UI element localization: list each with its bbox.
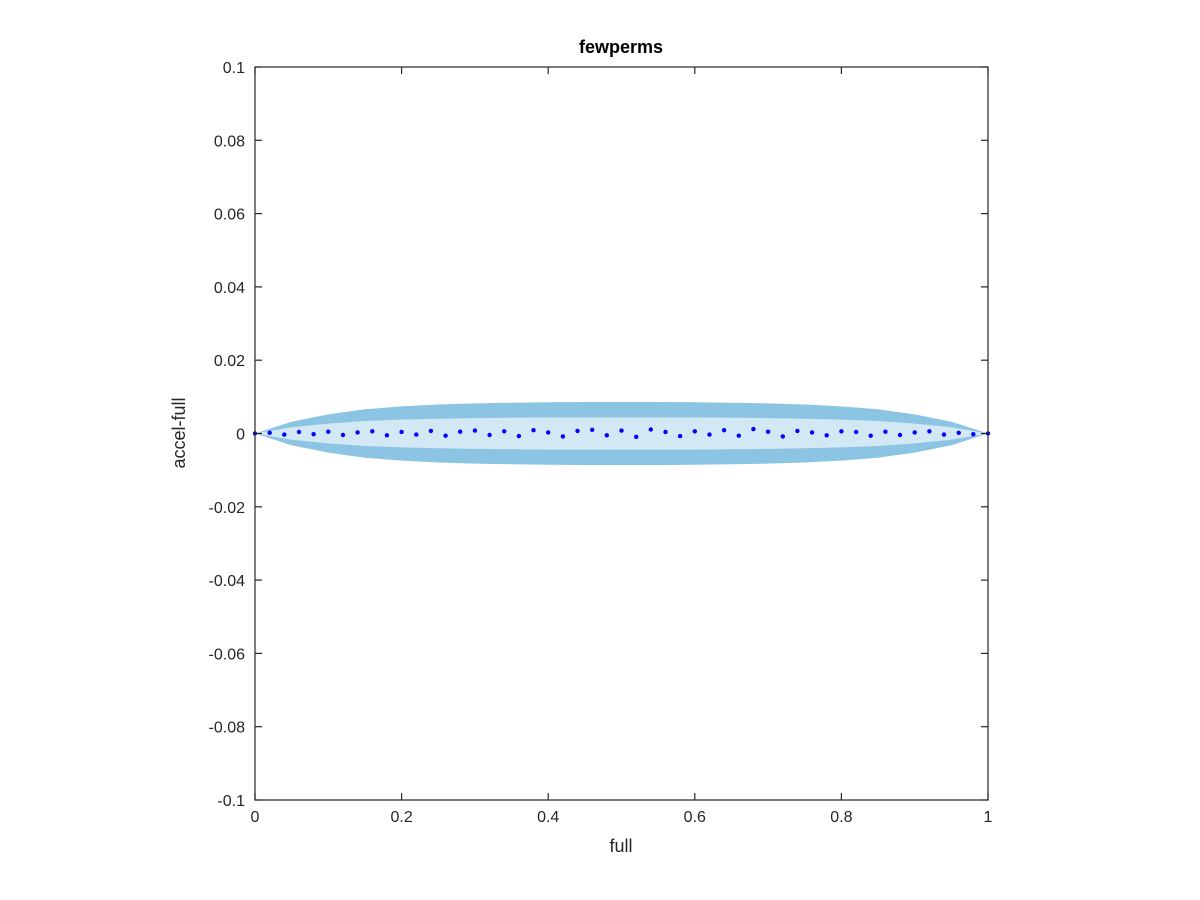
data-point [839,429,844,434]
data-point [340,432,346,438]
data-point [355,430,360,435]
data-point [590,427,595,432]
data-point [428,428,434,434]
data-point [868,433,873,438]
y-tick-label: 0 [236,427,245,444]
inner-band [255,417,988,450]
data-points [252,426,991,439]
data-point [956,430,961,435]
x-tick-label: 1 [984,809,993,826]
data-point [897,432,903,438]
x-axis-title: full [609,836,632,856]
data-point [546,430,551,435]
data-point [721,428,727,433]
y-tick-label: 0.08 [214,133,245,150]
data-point [634,434,639,439]
y-tick-label: 0.04 [214,280,245,297]
confidence-bands [255,402,988,465]
y-tick-label: 0.02 [214,353,245,370]
x-tick-label: 0.4 [537,809,559,826]
data-point [267,430,272,435]
data-point [560,434,566,439]
data-point [780,434,785,439]
data-point [414,432,419,437]
x-axis-ticks: 0 0.2 0.4 0.6 0.8 1 [251,67,993,826]
data-point [531,428,536,433]
data-point [502,429,507,434]
y-tick-label: -0.1 [217,793,245,810]
data-point [795,428,800,434]
y-tick-label: 0.06 [214,207,245,224]
data-point [458,429,463,434]
data-point [941,432,947,437]
data-point [912,430,917,435]
chart-title: fewperms [579,37,663,57]
data-point [883,429,888,434]
data-point [809,430,815,435]
y-axis-title: accel-full [169,397,189,468]
data-point [736,433,741,438]
data-point [326,429,331,434]
data-point [370,429,375,434]
data-point [282,432,287,437]
y-tick-label: -0.04 [209,573,246,590]
data-point [927,429,932,434]
data-point [575,428,580,434]
data-point [399,429,404,435]
data-point [472,428,478,433]
data-point [311,432,316,437]
y-tick-label: -0.06 [209,646,246,663]
data-point [853,429,859,435]
y-axis-ticks: 0.1 0.08 0.06 0.04 0.02 0 -0.02 -0.04 -0.06 -0.08… [209,60,988,810]
data-point [663,429,668,435]
data-point [619,428,624,433]
data-point [296,429,302,435]
y-tick-label: 0.1 [223,60,245,77]
x-tick-label: 0.6 [684,809,706,826]
data-point [648,427,653,432]
data-point [971,432,976,437]
data-point [765,429,771,434]
data-point [824,433,829,438]
x-tick-label: 0.2 [390,809,412,826]
data-point [677,433,683,439]
x-tick-label: 0.8 [830,809,852,826]
data-point [751,426,756,432]
y-tick-label: -0.02 [209,500,246,517]
data-point [443,433,448,438]
y-tick-label: -0.08 [209,720,246,737]
x-tick-label: 0 [251,809,260,826]
data-point [707,432,712,437]
data-point [692,429,697,434]
data-point [384,433,390,438]
data-point [604,433,609,438]
data-point [516,433,522,439]
data-point [487,432,492,438]
